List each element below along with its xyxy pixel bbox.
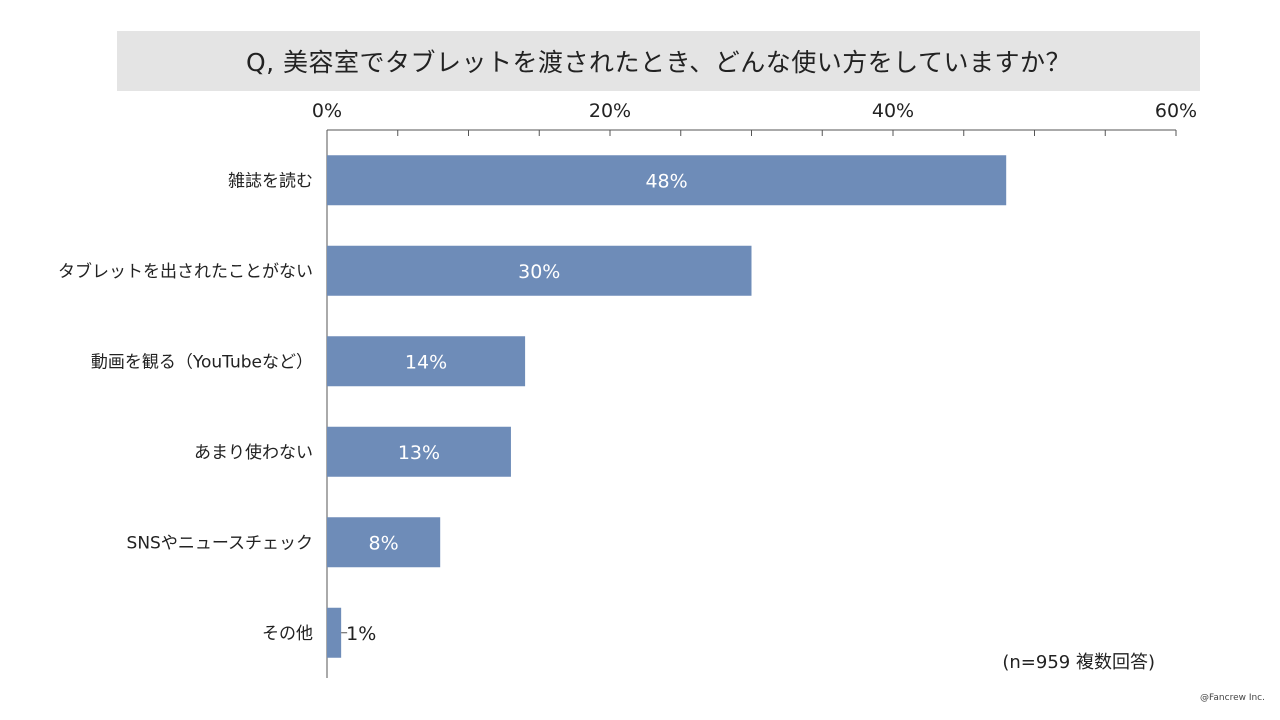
bar [327, 336, 526, 387]
bar [327, 155, 1007, 206]
chart-title: Q, 美容室でタブレットを渡されたとき、どんな使い方をしていますか？ [245, 48, 1072, 77]
x-tick-label: 60% [1155, 100, 1197, 122]
x-tick-label: 40% [872, 100, 914, 122]
copyright-credit: @Fancrew Inc. [1200, 693, 1265, 703]
bar [327, 426, 511, 477]
bar-value-label: 14% [405, 351, 447, 373]
bar-value-label: 13% [398, 442, 440, 464]
bar [327, 245, 752, 296]
bar-value-label: 48% [645, 170, 687, 192]
bar-value-label: 30% [518, 261, 560, 283]
category-label: その他 [262, 624, 313, 644]
x-tick-label: 20% [589, 100, 631, 122]
category-label: タブレットを出されたことがない [58, 261, 313, 282]
category-label: あまり使わない [194, 442, 313, 463]
category-label: 雑誌を読む [228, 171, 313, 191]
chart-title-bar: Q, 美容室でタブレットを渡されたとき、どんな使い方をしていますか？ [117, 31, 1200, 91]
category-label: 動画を観る（YouTubeなど） [91, 352, 313, 372]
bar [327, 517, 441, 568]
x-tick-label: 0% [312, 100, 342, 122]
bar [327, 607, 342, 658]
bar-value-label: 8% [369, 532, 399, 554]
bar-value-label: 1% [346, 623, 376, 645]
sample-note: (n=959 複数回答) [1002, 652, 1155, 673]
category-label: SNSやニュースチェック [127, 533, 313, 553]
